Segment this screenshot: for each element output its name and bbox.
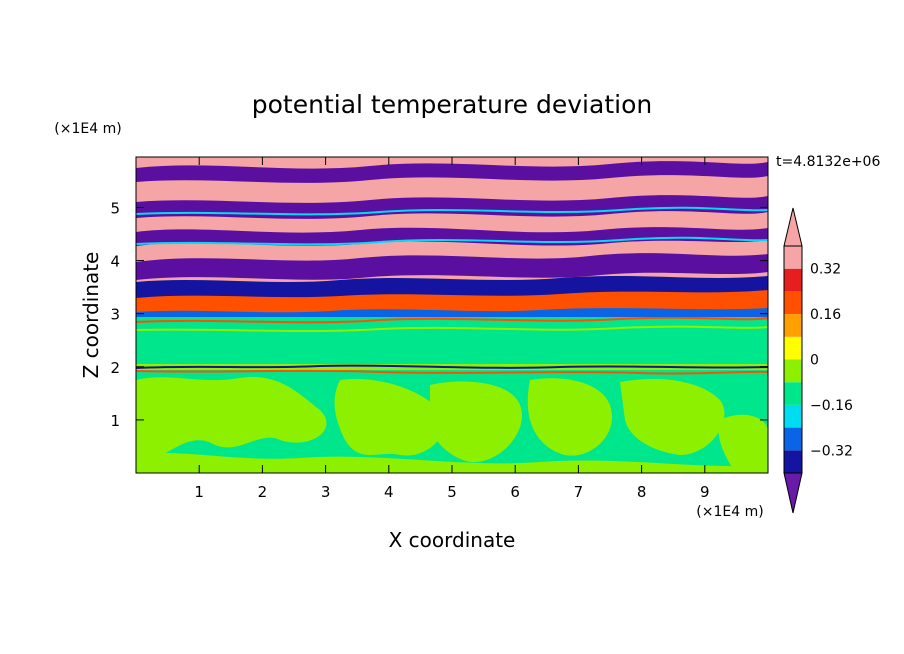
colorbar-segment — [784, 336, 802, 360]
x-tick-label: 7 — [574, 483, 584, 501]
y-axis-label: Z coordinate — [79, 252, 103, 379]
y-axis: 1 2 3 4 5 — [110, 199, 768, 430]
colorbar-segment — [784, 359, 802, 383]
colorbar-segment — [784, 427, 802, 451]
colorbar-segment — [784, 450, 802, 473]
y-tick-label: 5 — [110, 199, 120, 217]
y-tick-label: 3 — [110, 306, 120, 324]
colorbar: 0.32 0.16 0 −0.16 −0.32 — [783, 207, 853, 514]
colorbar-tick-label: 0.32 — [810, 262, 841, 278]
x-axis-label: X coordinate — [389, 528, 516, 552]
colorbar-segment — [784, 268, 802, 292]
colorbar-over-triangle — [783, 207, 803, 247]
x-tick-label: 2 — [258, 483, 268, 501]
y-unit-label: (×1E4 m) — [54, 121, 121, 137]
y-tick-label: 4 — [110, 253, 120, 271]
y-tick-label: 2 — [110, 359, 120, 377]
x-tick-label: 5 — [447, 483, 457, 501]
colorbar-segment — [784, 382, 802, 405]
colorbar-tick-label: 0.16 — [810, 307, 841, 323]
x-tick-label: 9 — [700, 483, 710, 501]
x-unit-label: (×1E4 m) — [696, 504, 763, 520]
chart-title: potential temperature deviation — [252, 90, 652, 119]
band-middle-region — [136, 316, 768, 368]
x-tick-label: 4 — [384, 483, 394, 501]
x-tick-label: 6 — [510, 483, 520, 501]
colorbar-segment — [784, 404, 802, 428]
x-tick-label: 3 — [321, 483, 331, 501]
upper-layers — [136, 157, 768, 317]
colorbar-segment — [784, 291, 802, 315]
mid-gradient-layer — [136, 316, 768, 375]
colorbar-under-triangle — [783, 472, 803, 514]
colorbar-segment — [784, 314, 802, 337]
colorbar-tick-label: 0 — [810, 353, 819, 369]
y-tick-label: 1 — [110, 412, 120, 430]
time-label: t=4.8132e+06 — [776, 154, 880, 170]
colorbar-tick-label: −0.16 — [810, 398, 853, 414]
colorbar-segment — [784, 246, 802, 269]
contour-field — [136, 157, 768, 473]
x-axis: 1 2 3 4 5 6 7 8 9 — [194, 157, 710, 501]
colorbar-frame — [783, 245, 803, 474]
colorbar-tick-label: −0.32 — [810, 443, 853, 459]
lower-patches — [136, 377, 768, 473]
x-tick-label: 1 — [194, 483, 204, 501]
x-tick-label: 8 — [637, 483, 647, 501]
